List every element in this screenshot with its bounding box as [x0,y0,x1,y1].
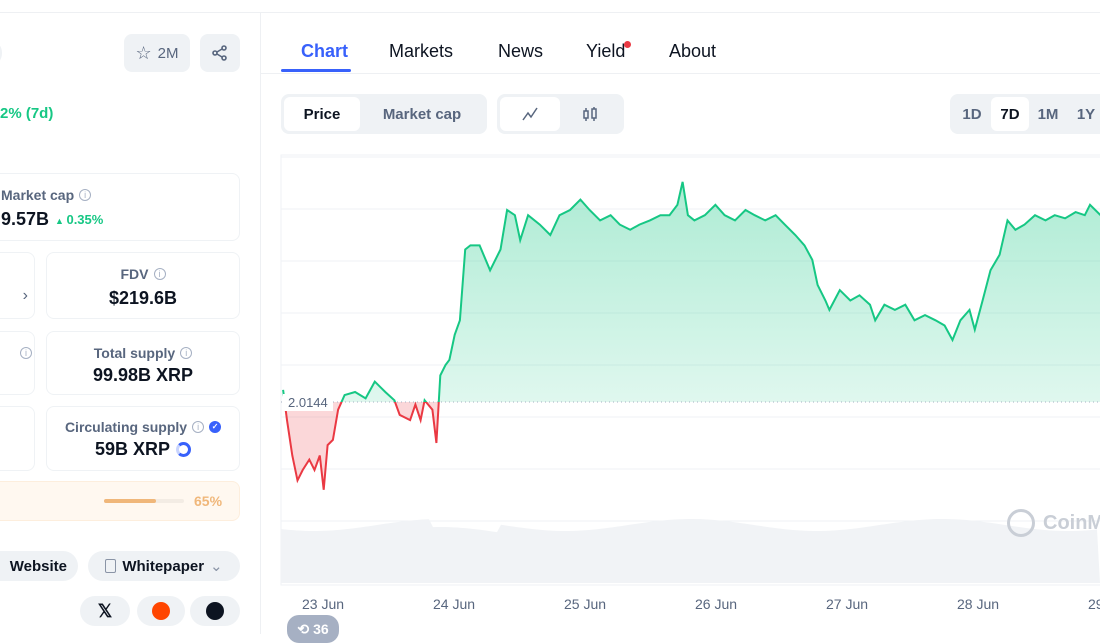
range-1m[interactable]: 1M [1037,105,1059,123]
x-tick-label: 29 [1088,596,1100,612]
info-icon[interactable]: i [79,189,92,201]
tab-markets[interactable]: Markets [389,41,453,62]
history-icon: ⟲ [297,620,310,637]
verified-icon: ✓ [209,421,222,433]
partial-icon [0,44,2,62]
tab-label: News [498,41,544,61]
time-range-toggle: 1D 7D 1M 1Y [950,94,1100,134]
share-icon [212,45,227,61]
star-icon: ☆ [135,42,152,63]
column-divider [260,12,261,634]
info-icon[interactable]: i [20,347,32,359]
coinmarketcap-watermark: CoinM [1007,509,1100,537]
price-change-7d: 2% (7d) [0,105,54,122]
market-cap-card[interactable]: Market cap i 9.57B ▲ 0.35% [0,173,240,241]
notification-dot [624,41,632,48]
range-1d[interactable]: 1D [962,105,982,123]
fdv-label: FDV [120,266,149,282]
website-button[interactable]: Website [0,551,78,581]
tab-about[interactable]: About [669,41,716,62]
partial-stat-card: i [0,331,35,395]
chart-style-toggle [497,94,624,134]
baseline-price-label: 2.0144 [283,394,333,411]
market-cap-value: 9.57B [1,209,50,229]
fdv-value: $219.6B [108,288,178,308]
chevron-down-icon: ⌄ [210,558,223,575]
watchlist-count: 2M [157,44,179,62]
line-chart-icon [522,107,538,121]
github-button[interactable] [190,596,240,626]
tab-news[interactable]: News [498,41,543,62]
github-icon [206,602,224,620]
market-cap-label: Market cap [1,187,75,203]
price-line-up [282,181,1100,402]
volume-area [281,519,1100,583]
reddit-button[interactable] [137,596,185,626]
supply-progress: 65% [0,481,240,521]
whitepaper-label: Whitepaper [122,557,205,575]
progress-percent: 65% [194,493,223,509]
tab-label: About [669,41,717,61]
market-cap-toggle[interactable]: Market cap [382,105,462,123]
supply-ring-icon [176,442,192,457]
x-tick-label: 24 Jun [433,596,476,612]
total-supply-card: Total supply i 99.98B XRP [46,331,240,395]
history-badge[interactable]: ⟲ 36 [287,615,339,643]
chart-type-toggle: Price Market cap [281,94,487,134]
document-icon [105,559,117,573]
info-icon[interactable]: i [180,347,193,359]
share-button[interactable] [200,34,240,72]
x-tick-label: 27 Jun [826,596,869,612]
tab-chart[interactable]: Chart [301,41,348,62]
chart-frame [280,154,1100,586]
fdv-card: FDV i $219.6B [46,252,240,319]
tab-label: Markets [389,41,454,61]
candlestick-button[interactable] [560,97,620,131]
progress-track [104,499,184,503]
range-1y[interactable]: 1Y [1076,105,1096,123]
x-tick-label: 25 Jun [564,596,607,612]
range-7d[interactable]: 7D [991,97,1029,131]
price-toggle[interactable]: Price [284,97,360,131]
tab-yield[interactable]: Yield [586,41,632,62]
circulating-supply-value: 59B XRP [94,439,171,459]
total-supply-value: 99.98B XRP [92,365,194,385]
partial-stat-card [0,406,35,471]
candlestick-icon [583,107,597,121]
active-tab-indicator [281,69,351,72]
x-tick-label: 28 Jun [957,596,1000,612]
reddit-icon [152,602,170,620]
cmc-logo-icon [1007,509,1035,537]
tabs-divider [261,73,1100,74]
tab-label: Yield [586,41,626,61]
history-count: 36 [313,621,329,637]
website-label: Website [9,557,67,575]
top-divider [0,12,1100,13]
market-cap-change: ▲ 0.35% [55,212,104,227]
circulating-supply-label: Circulating supply [64,419,188,435]
progress-fill [104,499,156,503]
caret-up-icon: ▲ [55,216,67,226]
x-tick-label: 23 Jun [302,596,345,612]
whitepaper-button[interactable]: Whitepaper ⌄ [88,551,240,581]
partial-stat-card[interactable]: › [0,252,35,319]
x-twitter-button[interactable]: 𝕏 [80,596,130,626]
line-chart-button[interactable] [500,97,560,131]
price-area-up [283,181,1100,402]
chevron-right-icon: › [22,287,28,304]
tab-label: Chart [301,41,349,61]
x-icon: 𝕏 [97,600,113,621]
x-tick-label: 26 Jun [695,596,738,612]
total-supply-label: Total supply [93,345,176,361]
circulating-supply-card: Circulating supply i ✓ 59B XRP [46,406,240,471]
info-icon[interactable]: i [153,268,166,280]
watchlist-button[interactable]: ☆ 2M [124,34,190,72]
info-icon[interactable]: i [192,421,205,433]
